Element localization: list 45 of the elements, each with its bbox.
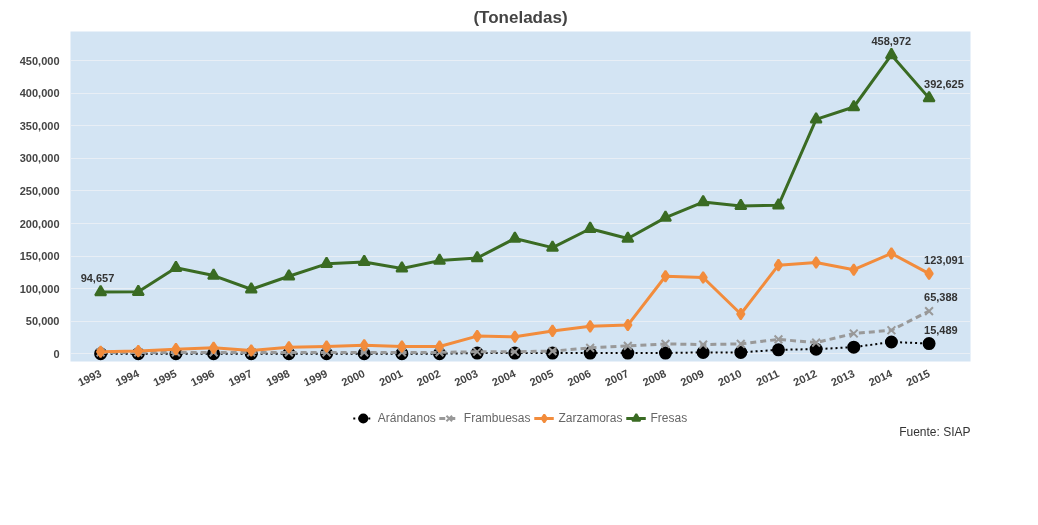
legend-label: Zarzamoras bbox=[558, 411, 623, 425]
x-tick-label: 2009 bbox=[678, 367, 706, 389]
legend-label: Fresas bbox=[650, 411, 688, 425]
x-tick-label: 1997 bbox=[226, 367, 254, 389]
y-tick-label: 400,000 bbox=[19, 87, 60, 100]
data-label: 94,657 bbox=[80, 272, 115, 285]
y-tick-label: 200,000 bbox=[19, 217, 60, 230]
x-tick-label: 2014 bbox=[866, 366, 895, 389]
data-label: 458,972 bbox=[871, 34, 912, 47]
x-tick-label: 2005 bbox=[527, 367, 556, 389]
source-note: Fuente: SIAP bbox=[899, 424, 971, 439]
x-tick-label: 2000 bbox=[339, 367, 367, 389]
x-tick-label: 2011 bbox=[754, 367, 781, 389]
x-tick-label: 2007 bbox=[603, 367, 631, 389]
x-tick-label: 2002 bbox=[414, 367, 443, 389]
data-label: 65,388 bbox=[924, 291, 958, 304]
y-tick-label: 300,000 bbox=[19, 152, 60, 165]
data-label: 15,489 bbox=[924, 323, 958, 336]
x-tick-label: 2004 bbox=[490, 366, 519, 389]
x-tick-label: 2015 bbox=[904, 367, 932, 389]
x-tick-label: 2006 bbox=[565, 367, 593, 389]
x-tick-label: 2013 bbox=[829, 367, 857, 389]
y-tick-label: 50,000 bbox=[25, 315, 60, 328]
x-tick-label: 1993 bbox=[75, 367, 104, 389]
x-tick-label: 2008 bbox=[640, 367, 669, 389]
x-tick-label: 2012 bbox=[791, 367, 819, 389]
y-tick-label: 0 bbox=[53, 347, 60, 360]
data-label: 392,625 bbox=[924, 78, 964, 91]
x-tick-label: 2010 bbox=[716, 367, 744, 389]
legend-label: Arándanos bbox=[377, 411, 436, 425]
y-tick-label: 100,000 bbox=[19, 282, 60, 295]
x-tick-label: 1998 bbox=[264, 367, 292, 389]
y-tick-label: 150,000 bbox=[19, 250, 60, 263]
x-tick-label: 1999 bbox=[301, 367, 330, 389]
x-tick-label: 2001 bbox=[377, 367, 405, 389]
x-tick-label: 1995 bbox=[151, 367, 179, 389]
y-tick-label: 450,000 bbox=[19, 54, 60, 67]
x-tick-label: 2003 bbox=[452, 367, 480, 389]
legend-label: Frambuesas bbox=[463, 411, 531, 425]
x-tick-label: 1994 bbox=[113, 366, 142, 389]
x-tick-label: 1996 bbox=[188, 367, 217, 389]
y-tick-label: 350,000 bbox=[19, 119, 60, 132]
y-tick-label: 250,000 bbox=[19, 184, 60, 197]
chart-title: (Toneladas) bbox=[473, 7, 568, 27]
data-label: 123,091 bbox=[924, 253, 964, 266]
